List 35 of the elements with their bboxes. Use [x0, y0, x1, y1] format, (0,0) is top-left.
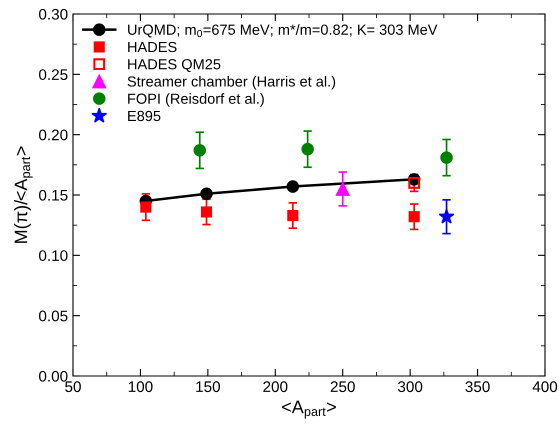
point	[440, 151, 453, 164]
point	[140, 202, 152, 213]
x-tick-label: 100	[128, 381, 153, 392]
point	[408, 177, 420, 189]
point	[200, 206, 212, 218]
x-tick-label: 200	[263, 381, 288, 392]
point	[286, 180, 300, 193]
x-tick-label: 350	[465, 381, 490, 392]
point	[301, 142, 314, 156]
point	[408, 211, 420, 222]
legend-label: UrQMD; m$_{0}$=675 MeV; m*/m=0.82; K= 303 MeV	[128, 24, 438, 38]
legend-label: E895	[128, 110, 160, 122]
x-tick-label: 400	[532, 381, 558, 392]
x-tick-label: 300	[398, 381, 422, 392]
point	[336, 182, 350, 196]
point	[194, 144, 206, 157]
legend-label: HADES QM25	[128, 59, 220, 72]
x-tick-label: 50	[65, 381, 81, 392]
y-tick-label: 0.15	[39, 190, 68, 201]
legend-label: FOPI (Reisdorf et al.)	[128, 93, 264, 107]
y-axis-title: M(π)/<A$_{part}$>	[14, 146, 33, 243]
y-tick-label: 0.20	[39, 130, 68, 140]
legend-label: HADES	[128, 42, 177, 52]
y-tick-label: 0.25	[39, 69, 68, 80]
x-tick-label: 150	[196, 381, 220, 392]
y-tick-label: 0.30	[39, 8, 68, 20]
x-tick-label: 250	[330, 381, 355, 392]
point	[287, 210, 298, 222]
y-tick-label: 0.00	[39, 370, 68, 382]
legend-label: Streamer chamber (Harris et al.)	[128, 76, 336, 90]
point	[200, 188, 213, 200]
point	[438, 208, 455, 224]
y-tick-label: 0.05	[39, 310, 68, 322]
x-axis-title: <A$_{part}$>	[282, 400, 336, 419]
y-tick-label: 0.10	[39, 250, 68, 262]
